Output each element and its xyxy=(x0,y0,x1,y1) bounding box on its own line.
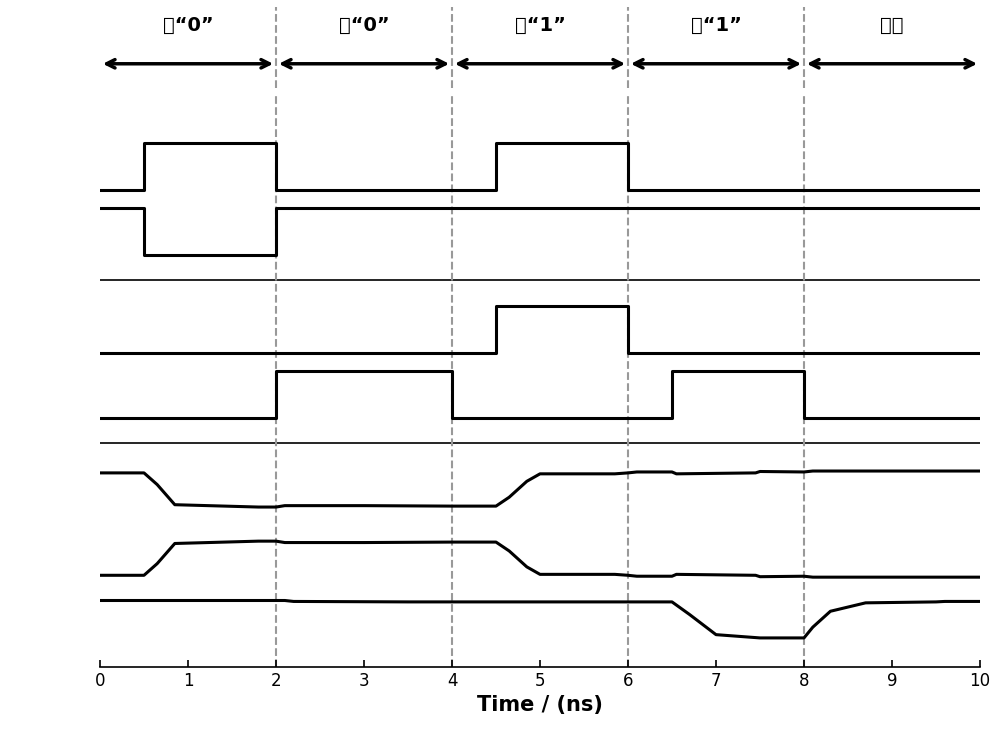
Text: 保持: 保持 xyxy=(880,15,904,34)
Text: 读“0”: 读“0” xyxy=(339,15,389,34)
X-axis label: Time / (ns): Time / (ns) xyxy=(477,696,603,715)
Text: 写“0”: 写“0” xyxy=(163,15,213,34)
Text: 写“1”: 写“1” xyxy=(515,15,565,34)
Text: 读“1”: 读“1” xyxy=(691,15,741,34)
